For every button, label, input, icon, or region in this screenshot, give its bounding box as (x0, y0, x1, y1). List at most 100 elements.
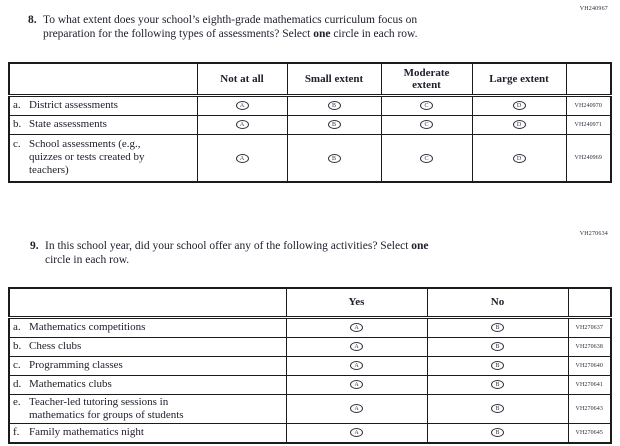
option-cell-not-at-all: A (196, 114, 288, 135)
answer-bubble-a[interactable]: A (235, 120, 249, 130)
answer-bubble-no[interactable]: B (491, 323, 504, 333)
answer-bubble-yes[interactable]: A (350, 361, 363, 371)
answer-bubble-no[interactable]: B (491, 342, 504, 352)
table8-header-not-at-all: Not at all (196, 62, 288, 97)
question8-number: 8. (28, 14, 37, 26)
question9-text-pre: In this school year, did your school off… (45, 240, 412, 252)
row-label: District assessments (29, 99, 118, 111)
option-cell-yes: A (285, 393, 428, 424)
row-label-cell: b. State assessments (8, 114, 198, 135)
option-cell-small-extent: B (286, 94, 382, 116)
answer-bubble-d[interactable]: D (512, 101, 526, 111)
table9-header-empty (8, 287, 287, 319)
row-label: Mathematics competitions (29, 321, 146, 333)
option-cell-not-at-all: A (196, 94, 288, 116)
answer-bubble-c[interactable]: C (420, 101, 433, 111)
option-cell-no: B (426, 336, 569, 357)
table8-header-row: Not at all Small extent Moderate extent … (8, 62, 612, 97)
answer-bubble-no[interactable]: B (491, 380, 504, 390)
answer-bubble-a[interactable]: A (235, 153, 249, 163)
answer-bubble-yes[interactable]: A (350, 404, 363, 414)
table9-header-no: No (426, 287, 569, 319)
answer-bubble-yes[interactable]: A (350, 323, 363, 333)
answer-bubble-yes[interactable]: A (350, 380, 363, 390)
question9-bold-word: one (411, 240, 429, 252)
option-cell-no: B (426, 355, 569, 376)
option-cell-no: B (426, 374, 569, 395)
answer-bubble-no[interactable]: B (491, 361, 504, 371)
answer-bubble-c[interactable]: C (420, 153, 433, 163)
table8-row-district: a. District assessments A B C D VH240970 (8, 94, 612, 116)
table8-header-moderate-extent: Moderate extent (380, 62, 473, 97)
option-cell-no: B (426, 316, 569, 338)
table9-header-yes: Yes (285, 287, 428, 319)
row-label: Mathematics clubs (29, 378, 112, 390)
table9-header-code-empty (567, 287, 612, 319)
row-prefix: a. (13, 321, 21, 333)
option-cell-no: B (426, 422, 569, 443)
row-prefix: b. (13, 340, 22, 352)
table8-header-code-empty (565, 62, 612, 97)
row-form-code: VH270643 (567, 393, 612, 424)
row-prefix: c. (13, 138, 21, 151)
option-cell-yes: A (285, 355, 428, 376)
table8-header-empty (8, 62, 198, 97)
row-form-code: VH270638 (567, 336, 612, 357)
question9-number: 9. (30, 240, 39, 252)
question8-text-pre: To what extent does your school’s eighth… (43, 14, 418, 40)
option-cell-moderate-extent: C (380, 94, 473, 116)
row-label-cell: f. Family mathematics night (8, 422, 287, 443)
row-form-code: VH240971 (565, 114, 612, 135)
row-label-cell: c. Programming classes (8, 355, 287, 376)
row-label: Family mathematics night (29, 426, 144, 438)
table8-header-large-extent: Large extent (471, 62, 567, 97)
row-form-code: VH240969 (565, 133, 612, 183)
option-cell-large-extent: D (471, 133, 567, 183)
table8-header-small-extent: Small extent (286, 62, 382, 97)
table8-row-state: b. State assessments A B C D VH240971 (8, 114, 612, 135)
answer-bubble-c[interactable]: C (420, 120, 433, 130)
answer-bubble-b[interactable]: B (327, 120, 341, 130)
row-form-code: VH270637 (567, 316, 612, 338)
answer-bubble-a[interactable]: A (235, 101, 249, 111)
option-cell-small-extent: B (286, 133, 382, 183)
row-form-code: VH270641 (567, 374, 612, 395)
answer-bubble-yes[interactable]: A (350, 342, 363, 352)
table9-row-tutoring: e. Teacher-led tutoring sessions in mathe… (8, 393, 612, 424)
option-cell-large-extent: D (471, 94, 567, 116)
question8-text-block: 8. To what extent does your school’s eig… (28, 13, 558, 41)
row-prefix: f. (13, 426, 20, 438)
table9-header-row: Yes No (8, 287, 612, 319)
answer-bubble-b[interactable]: B (327, 153, 341, 163)
row-form-code: VH270640 (567, 355, 612, 376)
table9-row-family-night: f. Family mathematics night A B VH270645 (8, 422, 612, 443)
question8-text-post: circle in each row. (330, 28, 418, 40)
row-label-cell: b. Chess clubs (8, 336, 287, 357)
option-cell-moderate-extent: C (380, 114, 473, 135)
option-cell-no: B (426, 393, 569, 424)
question8-bold-word: one (313, 28, 331, 40)
answer-bubble-d[interactable]: D (512, 120, 526, 130)
option-cell-yes: A (285, 336, 428, 357)
answer-bubble-b[interactable]: B (327, 101, 341, 111)
row-form-code: VH270645 (567, 422, 612, 443)
option-cell-small-extent: B (286, 114, 382, 135)
row-label-cell: a. Mathematics competitions (8, 316, 287, 338)
answer-bubble-no[interactable]: B (491, 404, 504, 414)
question9-text-post: circle in each row. (45, 254, 130, 266)
question8-response-table: Not at all Small extent Moderate extent … (8, 62, 612, 183)
option-cell-yes: A (285, 374, 428, 395)
row-label: School assessments (e.g., quizzes or tes… (29, 138, 145, 177)
table9-row-chess: b. Chess clubs A B VH270638 (8, 336, 612, 357)
table8-row-school: c. School assessments (e.g., quizzes or t… (8, 133, 612, 183)
answer-bubble-no[interactable]: B (491, 428, 504, 438)
question8-form-code: VH240967 (579, 6, 608, 12)
table9-row-competitions: a. Mathematics competitions A B VH270637 (8, 316, 612, 338)
answer-bubble-yes[interactable]: A (350, 428, 363, 438)
row-label-cell: c. School assessments (e.g., quizzes or t… (8, 133, 198, 183)
question9-text: In this school year, did your school off… (45, 239, 560, 267)
row-label: Programming classes (29, 359, 123, 371)
table9-row-math-clubs: d. Mathematics clubs A B VH270641 (8, 374, 612, 395)
answer-bubble-d[interactable]: D (512, 153, 526, 163)
